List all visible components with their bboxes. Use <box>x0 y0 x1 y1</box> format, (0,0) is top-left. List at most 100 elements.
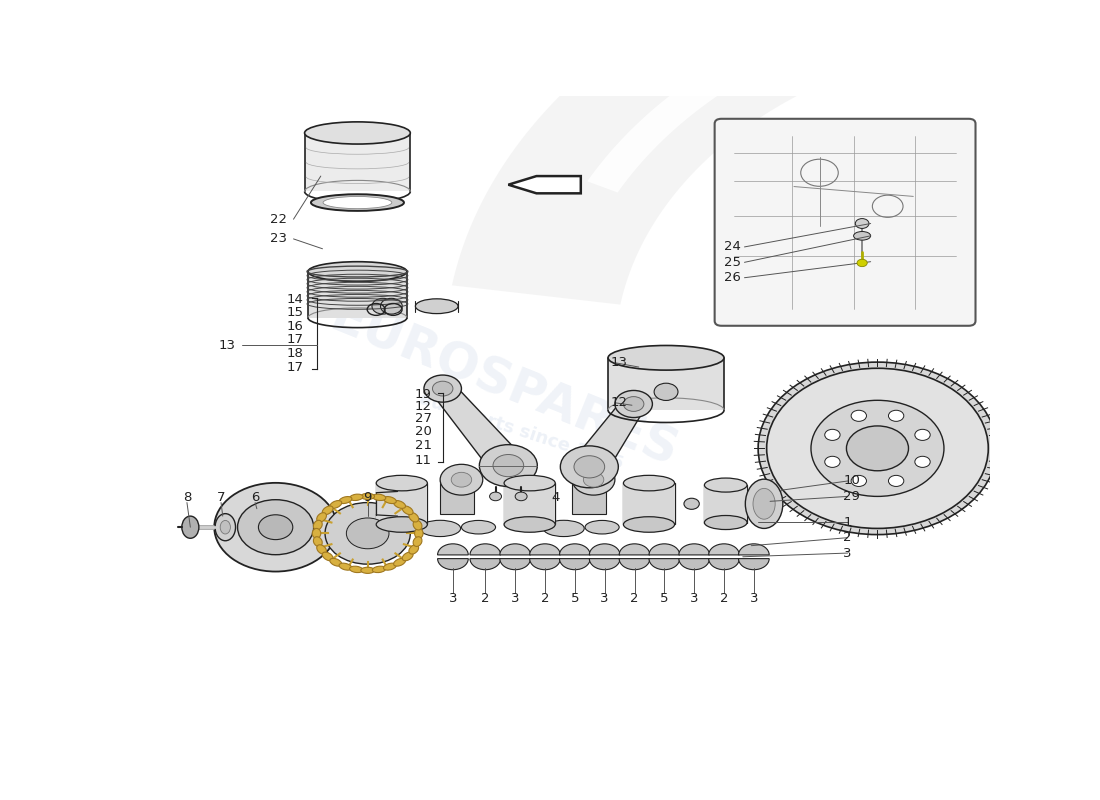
Polygon shape <box>305 133 410 191</box>
Circle shape <box>258 514 293 540</box>
Ellipse shape <box>415 529 424 538</box>
Ellipse shape <box>543 520 584 537</box>
Ellipse shape <box>323 197 392 209</box>
Ellipse shape <box>585 521 619 534</box>
Text: 3: 3 <box>601 591 609 605</box>
Text: 21: 21 <box>415 439 431 452</box>
Circle shape <box>515 492 527 501</box>
Ellipse shape <box>220 521 230 534</box>
Wedge shape <box>590 558 620 570</box>
Text: 11: 11 <box>415 454 431 467</box>
Polygon shape <box>308 271 407 318</box>
Wedge shape <box>590 544 620 555</box>
Wedge shape <box>708 544 739 555</box>
Text: 20: 20 <box>415 425 431 438</box>
Ellipse shape <box>322 552 333 561</box>
Wedge shape <box>679 558 710 570</box>
Ellipse shape <box>462 521 495 534</box>
Circle shape <box>493 454 524 477</box>
Wedge shape <box>560 558 591 570</box>
Circle shape <box>915 430 931 441</box>
Circle shape <box>574 456 605 478</box>
Wedge shape <box>619 558 650 570</box>
Ellipse shape <box>504 475 556 491</box>
Circle shape <box>572 464 615 495</box>
Wedge shape <box>649 544 680 555</box>
Ellipse shape <box>376 475 427 491</box>
Polygon shape <box>432 384 525 473</box>
Circle shape <box>654 383 678 401</box>
Ellipse shape <box>372 298 394 314</box>
Ellipse shape <box>384 563 396 570</box>
Text: 25: 25 <box>724 256 741 269</box>
Text: 5: 5 <box>571 591 579 605</box>
Text: 15: 15 <box>287 306 304 319</box>
Ellipse shape <box>361 494 374 499</box>
Circle shape <box>424 375 462 402</box>
Ellipse shape <box>361 567 374 574</box>
Ellipse shape <box>394 558 406 566</box>
Text: 5: 5 <box>660 591 669 605</box>
Wedge shape <box>708 558 739 570</box>
Wedge shape <box>470 544 500 555</box>
Text: 8: 8 <box>183 491 191 504</box>
Circle shape <box>811 400 944 496</box>
Ellipse shape <box>182 516 199 538</box>
Ellipse shape <box>746 479 783 529</box>
Text: 23: 23 <box>270 233 287 246</box>
Text: 2: 2 <box>481 591 490 605</box>
Text: 14: 14 <box>287 293 304 306</box>
Polygon shape <box>504 483 556 525</box>
Polygon shape <box>587 0 1100 430</box>
Text: 6: 6 <box>251 491 260 504</box>
Text: 7: 7 <box>217 491 226 504</box>
Polygon shape <box>452 0 1100 507</box>
Wedge shape <box>619 544 650 555</box>
Text: 27: 27 <box>415 412 431 426</box>
Ellipse shape <box>409 545 419 554</box>
Wedge shape <box>470 558 500 570</box>
Text: 26: 26 <box>724 271 741 284</box>
Polygon shape <box>440 480 474 514</box>
Ellipse shape <box>384 497 396 503</box>
Polygon shape <box>608 358 724 410</box>
Circle shape <box>856 218 869 229</box>
Ellipse shape <box>305 122 410 144</box>
Circle shape <box>583 472 604 487</box>
Circle shape <box>889 410 904 422</box>
Circle shape <box>440 464 483 495</box>
Circle shape <box>851 410 867 422</box>
Ellipse shape <box>409 513 419 522</box>
Ellipse shape <box>403 506 414 514</box>
Wedge shape <box>530 544 560 555</box>
Circle shape <box>857 259 867 266</box>
Ellipse shape <box>381 298 403 314</box>
Ellipse shape <box>854 231 871 240</box>
Wedge shape <box>560 544 591 555</box>
Ellipse shape <box>330 558 342 566</box>
Text: EUROSPARES: EUROSPARES <box>323 294 685 478</box>
Ellipse shape <box>704 478 747 492</box>
Wedge shape <box>499 558 530 570</box>
Ellipse shape <box>314 520 322 530</box>
Text: 18: 18 <box>287 347 304 360</box>
Text: 1: 1 <box>844 516 851 529</box>
Ellipse shape <box>504 517 556 532</box>
Text: 12: 12 <box>415 400 431 413</box>
Ellipse shape <box>308 262 407 282</box>
Text: 17: 17 <box>287 334 304 346</box>
Ellipse shape <box>350 566 363 573</box>
Ellipse shape <box>416 299 458 314</box>
Ellipse shape <box>372 566 386 573</box>
Circle shape <box>432 382 453 396</box>
Text: 2: 2 <box>541 591 549 605</box>
Ellipse shape <box>420 520 461 537</box>
Circle shape <box>825 456 840 467</box>
Wedge shape <box>649 558 680 570</box>
Circle shape <box>326 502 410 564</box>
Polygon shape <box>704 485 747 522</box>
Ellipse shape <box>350 494 363 501</box>
Circle shape <box>767 368 988 529</box>
Wedge shape <box>438 558 469 570</box>
Ellipse shape <box>322 506 333 514</box>
